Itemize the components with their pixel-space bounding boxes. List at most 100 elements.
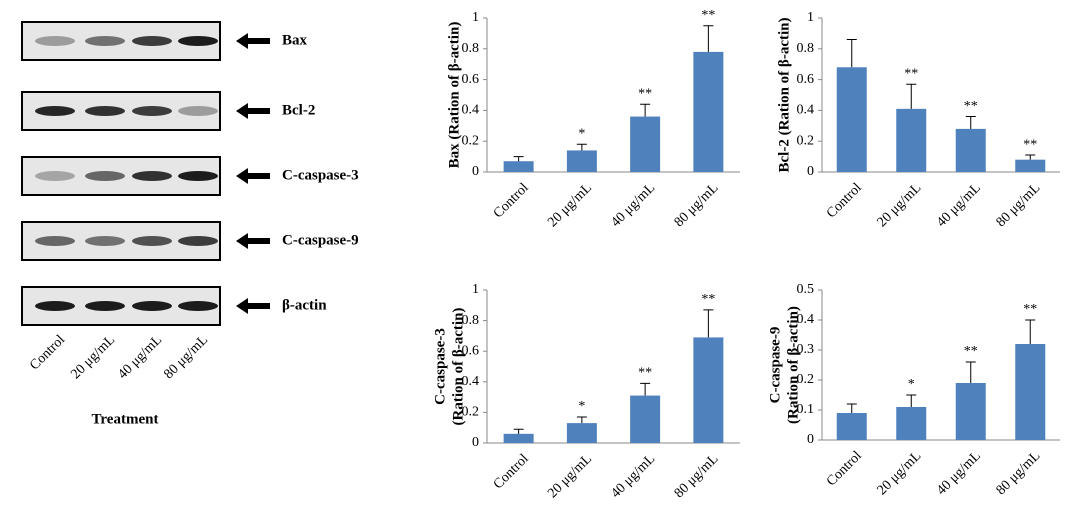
- x-tick-label: 20 μg/mL: [875, 448, 925, 498]
- error-bar: [1025, 154, 1036, 160]
- blot-band: [132, 301, 172, 311]
- protein-label: Bax: [282, 32, 308, 48]
- y-axis-label: C-caspase-9: [767, 327, 783, 404]
- error-bar: [513, 156, 524, 162]
- arrow: [236, 33, 270, 49]
- bar: [693, 51, 724, 172]
- significance: **: [964, 344, 978, 359]
- error-bar: [703, 25, 714, 52]
- lane-label: 20 μg/mL: [68, 332, 118, 382]
- significance: *: [578, 126, 585, 141]
- blot-band: [85, 301, 125, 311]
- error-bar: [576, 143, 587, 151]
- y-axis-label: (Ration of β-actin): [450, 308, 466, 426]
- blot-xlabel: Treatment: [92, 411, 159, 427]
- blot-band: [178, 171, 218, 181]
- significance: *: [908, 377, 915, 392]
- y-tick-label: 0.6: [462, 72, 480, 87]
- bar: [1015, 159, 1046, 172]
- y-tick-label: 0.5: [797, 282, 815, 297]
- x-tick-label: 80 μg/mL: [672, 180, 722, 230]
- blot-band: [35, 236, 75, 246]
- x-tick-label: 40 μg/mL: [934, 180, 984, 230]
- protein-label: β-actin: [282, 297, 327, 313]
- error-bar: [965, 361, 976, 383]
- lane-label: 40 μg/mL: [115, 332, 165, 382]
- x-tick-label: Control: [491, 180, 532, 221]
- significance: *: [578, 399, 585, 414]
- blot-band: [132, 171, 172, 181]
- arrow: [236, 103, 270, 119]
- lane-label: Control: [27, 332, 68, 373]
- y-axis-label: Bcl-2 (Ration of β-actin): [776, 18, 792, 173]
- y-axis-label: Bax (Ration of β-actin): [446, 22, 462, 169]
- x-tick-label: Control: [491, 451, 532, 492]
- protein-label: Bcl-2: [282, 102, 315, 118]
- blot-band: [178, 36, 218, 46]
- significance: **: [701, 8, 715, 23]
- y-tick-label: 0.2: [462, 405, 480, 420]
- y-tick-label: 0: [472, 164, 479, 179]
- blot-band: [35, 106, 75, 116]
- x-tick-label: 80 μg/mL: [994, 180, 1044, 230]
- bar: [836, 413, 867, 440]
- bar: [896, 108, 927, 172]
- arrow: [236, 168, 270, 184]
- bar: [1015, 344, 1046, 440]
- y-tick-label: 0.8: [797, 41, 815, 56]
- bar: [836, 67, 867, 172]
- bar: [630, 395, 661, 443]
- y-tick-label: 0: [807, 164, 814, 179]
- x-tick-label: Control: [824, 180, 865, 221]
- y-tick-label: 0.4: [462, 103, 480, 118]
- significance: **: [964, 99, 978, 114]
- blot-band: [178, 236, 218, 246]
- y-tick-label: 0: [807, 432, 814, 447]
- error-bar: [965, 116, 976, 129]
- blot-band: [85, 36, 125, 46]
- bar: [503, 433, 534, 443]
- bar: [896, 407, 927, 440]
- y-tick-label: 0.4: [797, 312, 815, 327]
- significance: **: [904, 66, 918, 81]
- bar: [693, 337, 724, 443]
- error-bar: [576, 416, 587, 424]
- y-tick-label: 1: [807, 10, 814, 25]
- y-tick-label: 0.4: [462, 374, 480, 389]
- arrow: [236, 233, 270, 249]
- y-tick-label: 0.8: [462, 313, 480, 328]
- bar: [503, 161, 534, 172]
- y-tick-label: 0.3: [797, 342, 815, 357]
- error-bar: [846, 39, 857, 68]
- bar: [630, 116, 661, 172]
- y-tick-label: 0.1: [797, 402, 815, 417]
- y-tick-label: 0: [472, 435, 479, 450]
- x-tick-label: 40 μg/mL: [934, 448, 984, 498]
- x-tick-label: 20 μg/mL: [545, 451, 595, 501]
- protein-label: C-caspase-9: [282, 232, 359, 248]
- error-bar: [1025, 319, 1036, 344]
- bar: [955, 128, 986, 172]
- blot-band: [132, 106, 172, 116]
- y-tick-label: 0.2: [797, 372, 815, 387]
- error-bar: [846, 403, 857, 413]
- y-axis-label: (Ration of β-actin): [785, 306, 801, 424]
- blot-band: [132, 36, 172, 46]
- significance: **: [638, 366, 652, 381]
- lane-label: 80 μg/mL: [161, 332, 211, 382]
- blot-band: [35, 36, 75, 46]
- x-tick-label: 40 μg/mL: [608, 451, 658, 501]
- blot-band: [178, 301, 218, 311]
- blot-band: [35, 171, 75, 181]
- significance: **: [638, 86, 652, 101]
- bar: [955, 383, 986, 440]
- y-tick-label: 0.2: [462, 133, 480, 148]
- blot-band: [35, 301, 75, 311]
- error-bar: [906, 83, 917, 109]
- y-tick-label: 1: [472, 10, 479, 25]
- y-tick-label: 0.6: [797, 72, 815, 87]
- error-bar: [513, 428, 524, 434]
- significance: **: [1023, 302, 1037, 317]
- x-tick-label: 80 μg/mL: [672, 451, 722, 501]
